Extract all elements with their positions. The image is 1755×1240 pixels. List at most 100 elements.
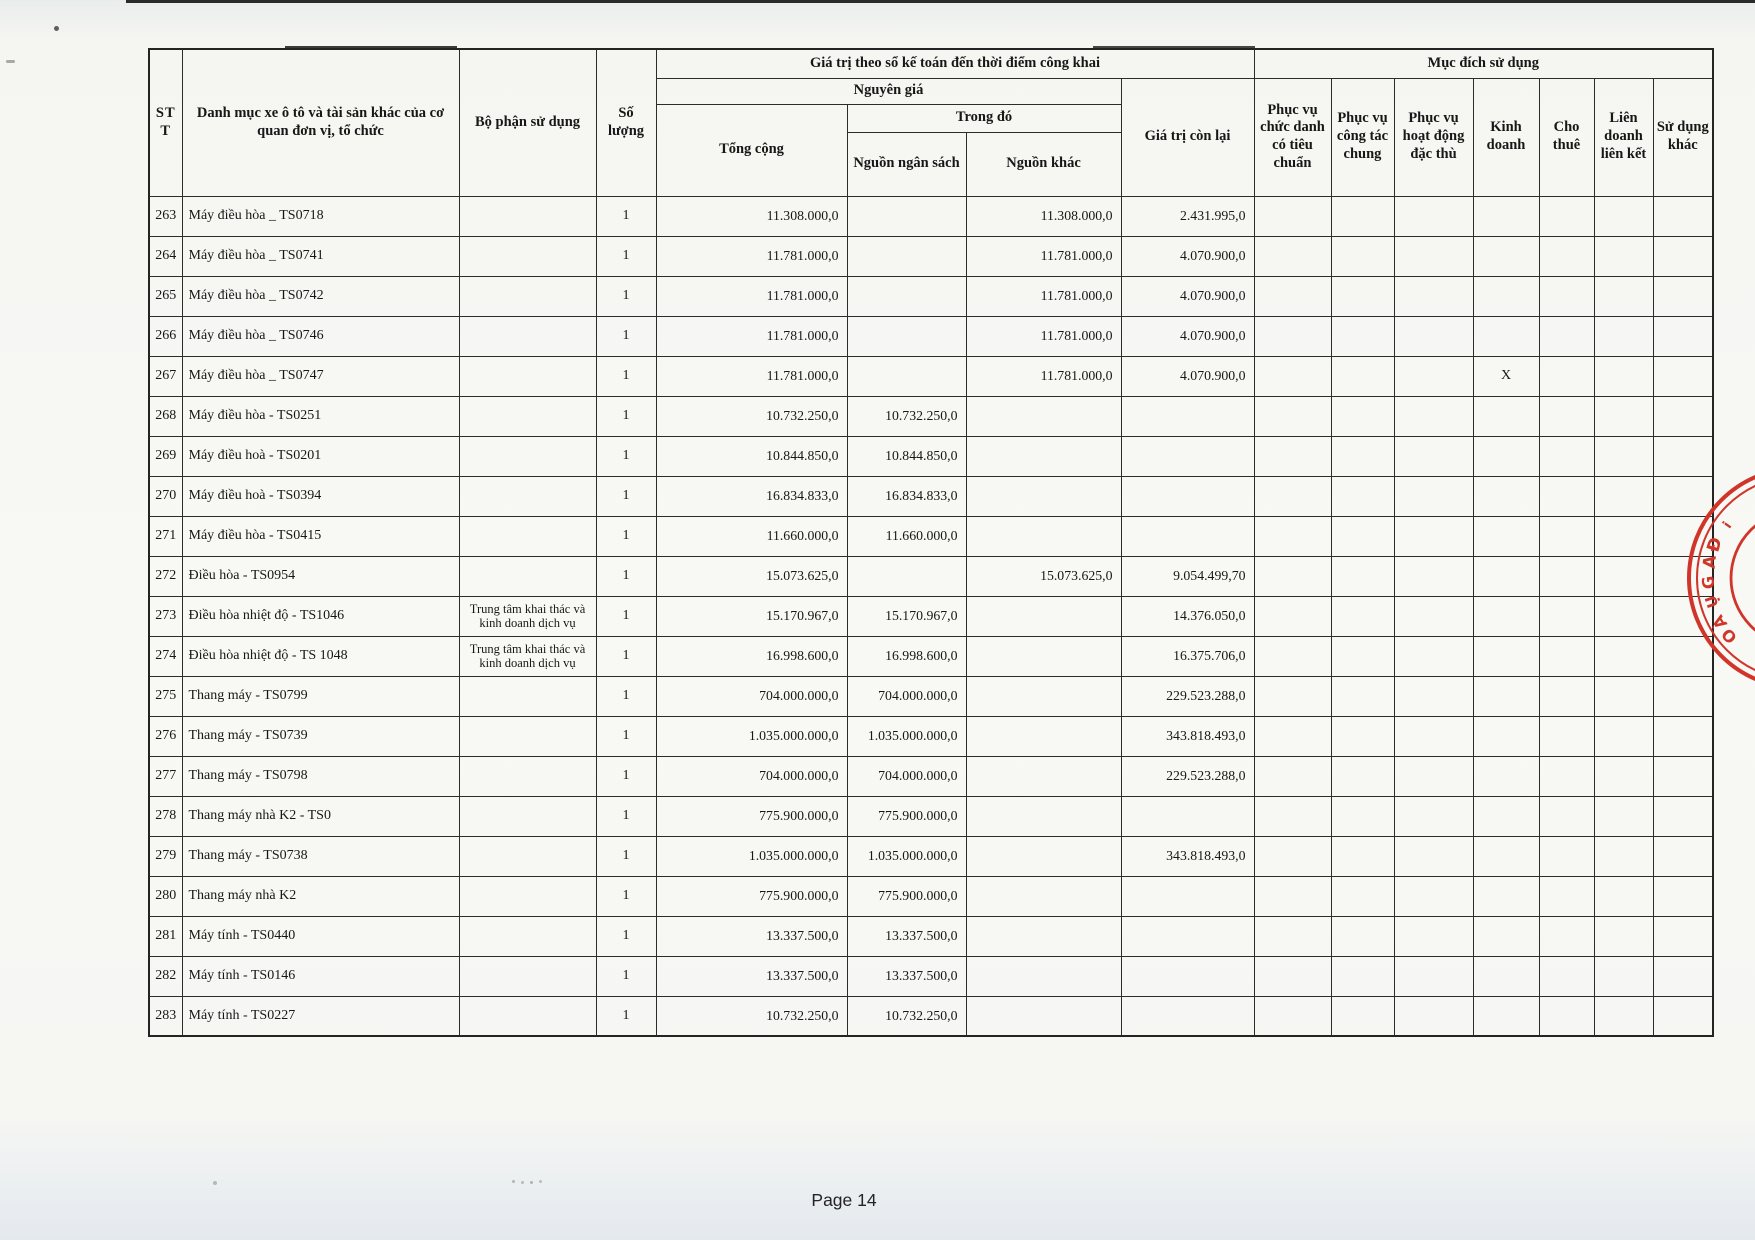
asset-table-header: STT Danh mục xe ô tô và tài sản khác của… xyxy=(148,48,1714,197)
cell-purpose-other xyxy=(1652,675,1714,717)
cell-remaining-value xyxy=(1120,995,1255,1037)
scan-speck xyxy=(213,1181,217,1185)
cell-remaining-value xyxy=(1120,915,1255,957)
cell-purpose-joint-venture xyxy=(1593,395,1654,437)
cell-purpose-rent xyxy=(1538,875,1595,917)
col-header-purpose-business: Kinh doanh xyxy=(1472,77,1540,197)
cell-purpose-special-activity xyxy=(1393,675,1474,717)
stamp-inner-circle xyxy=(1729,524,1755,632)
cell-purpose-rent xyxy=(1538,635,1595,677)
cell-quantity: 1 xyxy=(595,355,657,397)
cell-quantity: 1 xyxy=(595,235,657,277)
cell-total: 13.337.500,0 xyxy=(655,955,848,997)
cell-department xyxy=(458,875,597,917)
cell-quantity: 1 xyxy=(595,435,657,477)
cell-purpose-general-work xyxy=(1330,715,1395,757)
cell-quantity: 1 xyxy=(595,995,657,1037)
scan-speck xyxy=(6,60,15,63)
cell-total: 10.732.250,0 xyxy=(655,995,848,1037)
cell-total: 704.000.000,0 xyxy=(655,675,848,717)
table-row: 263 Máy điều hòa _ TS0718 1 11.308.000,0… xyxy=(148,195,1714,237)
cell-stt: 276 xyxy=(148,715,183,757)
cell-purpose-general-work xyxy=(1330,875,1395,917)
cell-remaining-value: 229.523.288,0 xyxy=(1120,755,1255,797)
cell-purpose-other xyxy=(1652,635,1714,677)
cell-other-source: 11.781.000,0 xyxy=(965,315,1122,357)
cell-purpose-joint-venture xyxy=(1593,635,1654,677)
table-row: 283 Máy tính - TS0227 1 10.732.250,0 10.… xyxy=(148,995,1714,1037)
cell-stt: 272 xyxy=(148,555,183,597)
cell-department xyxy=(458,715,597,757)
cell-department xyxy=(458,755,597,797)
cell-purpose-other xyxy=(1652,755,1714,797)
table-row: 280 Thang máy nhà K2 1 775.900.000,0 775… xyxy=(148,875,1714,917)
cell-budget-source xyxy=(846,555,967,597)
cell-purpose-joint-venture xyxy=(1593,435,1654,477)
cell-purpose-joint-venture xyxy=(1593,235,1654,277)
cell-purpose-joint-venture xyxy=(1593,755,1654,797)
cell-purpose-other xyxy=(1652,715,1714,757)
table-row: 275 Thang máy - TS0799 1 704.000.000,0 7… xyxy=(148,675,1714,717)
scan-speck xyxy=(512,1180,515,1183)
cell-quantity: 1 xyxy=(595,195,657,237)
cell-budget-source xyxy=(846,195,967,237)
cell-other-source: 15.073.625,0 xyxy=(965,555,1122,597)
cell-purpose-special-activity xyxy=(1393,955,1474,997)
cell-purpose-general-work xyxy=(1330,475,1395,517)
cell-purpose-title-standard xyxy=(1253,755,1332,797)
cell-purpose-general-work xyxy=(1330,795,1395,837)
cell-purpose-business xyxy=(1472,235,1540,277)
cell-item-name: Thang máy - TS0799 xyxy=(181,675,460,717)
cell-department xyxy=(458,955,597,997)
cell-purpose-general-work xyxy=(1330,595,1395,637)
cell-budget-source xyxy=(846,315,967,357)
col-header-purpose-special-activity: Phục vụ hoạt động đặc thù xyxy=(1393,77,1474,197)
cell-item-name: Thang máy - TS0739 xyxy=(181,715,460,757)
page-number: Page 14 xyxy=(811,1190,877,1210)
cell-stt: 281 xyxy=(148,915,183,957)
cell-other-source xyxy=(965,955,1122,997)
cell-purpose-business xyxy=(1472,475,1540,517)
cell-purpose-rent xyxy=(1538,995,1595,1037)
cell-purpose-special-activity xyxy=(1393,755,1474,797)
cell-other-source xyxy=(965,915,1122,957)
cell-total: 16.834.833,0 xyxy=(655,475,848,517)
table-row: 276 Thang máy - TS0739 1 1.035.000.000,0… xyxy=(148,715,1714,757)
cell-other-source: 11.781.000,0 xyxy=(965,235,1122,277)
cell-department xyxy=(458,395,597,437)
cell-quantity: 1 xyxy=(595,795,657,837)
cell-purpose-rent xyxy=(1538,475,1595,517)
cell-purpose-rent xyxy=(1538,355,1595,397)
cell-stt: 269 xyxy=(148,435,183,477)
cell-item-name: Máy tính - TS0227 xyxy=(181,995,460,1037)
col-header-other-source: Nguồn khác xyxy=(965,131,1122,197)
cell-total: 15.170.967,0 xyxy=(655,595,848,637)
cell-purpose-general-work xyxy=(1330,195,1395,237)
cell-remaining-value: 4.070.900,0 xyxy=(1120,355,1255,397)
cell-other-source xyxy=(965,395,1122,437)
table-row: 270 Máy điều hoà - TS0394 1 16.834.833,0… xyxy=(148,475,1714,517)
cell-purpose-business xyxy=(1472,275,1540,317)
table-row: 278 Thang máy nhà K2 - TS0 1 775.900.000… xyxy=(148,795,1714,837)
cell-quantity: 1 xyxy=(595,955,657,997)
cell-quantity: 1 xyxy=(595,675,657,717)
cell-purpose-business xyxy=(1472,595,1540,637)
table-row: 267 Máy điều hòa _ TS0747 1 11.781.000,0… xyxy=(148,355,1714,397)
cell-total: 11.781.000,0 xyxy=(655,355,848,397)
cell-purpose-special-activity xyxy=(1393,515,1474,557)
cell-purpose-general-work xyxy=(1330,395,1395,437)
cell-remaining-value: 229.523.288,0 xyxy=(1120,675,1255,717)
cell-item-name: Thang máy nhà K2 - TS0 xyxy=(181,795,460,837)
cell-department xyxy=(458,235,597,277)
cell-purpose-business xyxy=(1472,795,1540,837)
cell-purpose-special-activity xyxy=(1393,715,1474,757)
cell-budget-source: 15.170.967,0 xyxy=(846,595,967,637)
cell-item-name: Điều hòa nhiệt độ - TS1046 xyxy=(181,595,460,637)
cell-purpose-special-activity xyxy=(1393,435,1474,477)
cell-remaining-value: 343.818.493,0 xyxy=(1120,715,1255,757)
cell-quantity: 1 xyxy=(595,315,657,357)
cell-purpose-title-standard xyxy=(1253,195,1332,237)
cell-purpose-other xyxy=(1652,835,1714,877)
stamp-outer-circle xyxy=(1687,475,1755,681)
